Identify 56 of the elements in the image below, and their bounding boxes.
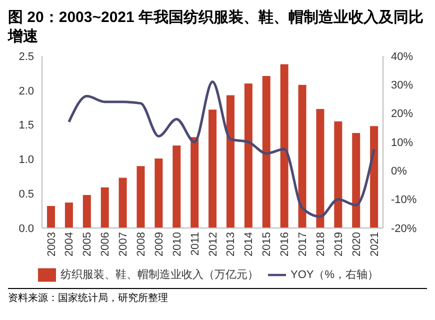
y-tick-label: 1.5 [18, 120, 34, 132]
y2-tick-label: 20% [391, 108, 414, 120]
bar [64, 202, 73, 228]
y2-tick-label: -20% [391, 222, 417, 235]
chart-title: 图 20：2003~2021 年我国纺织服装、鞋、帽制造业收入及同比增速 [8, 8, 425, 46]
x-tick-label: 2006 [100, 232, 112, 256]
y-tick-label: 0.5 [18, 188, 34, 201]
bar [208, 110, 217, 228]
bar [298, 84, 306, 228]
x-tick-label: 2004 [64, 232, 76, 256]
bar [244, 84, 252, 228]
legend-label: 纺织服装、鞋、帽制造业收入（万亿元） [60, 268, 258, 281]
x-tick-label: 2016 [279, 232, 292, 256]
x-tick-label: 2015 [261, 232, 274, 256]
bar [352, 133, 360, 228]
y2-tick-label: 30% [391, 80, 414, 92]
y2-tick-label: -10% [391, 194, 417, 206]
bar [226, 95, 234, 228]
bar [154, 158, 163, 228]
bar [118, 178, 127, 228]
bar [316, 108, 324, 228]
bar [262, 76, 270, 228]
x-tick-label: 2013 [225, 232, 238, 256]
x-tick-label: 2017 [297, 232, 310, 256]
x-tick-label: 2021 [368, 232, 381, 256]
legend-label: YOY（%，右轴） [290, 268, 378, 281]
bar [172, 145, 181, 228]
y-tick-label: 1.0 [18, 154, 34, 166]
x-tick-label: 2010 [171, 232, 184, 256]
y-tick-label: 2.0 [18, 85, 34, 98]
text: 资料来源：国家统计局，研究所整理 [8, 291, 427, 305]
y2-tick-label: 0% [391, 166, 408, 178]
x-tick-label: 2012 [207, 232, 220, 256]
bar [82, 194, 91, 228]
y-tick-label: 2.5 [18, 50, 34, 63]
x-tick-label: 2020 [350, 232, 363, 256]
x-tick-label: 2014 [243, 232, 256, 256]
x-tick-label: 2018 [314, 232, 327, 256]
y2-tick-label: 40% [391, 50, 414, 63]
bar [370, 126, 378, 228]
bar [280, 64, 288, 228]
x-tick-label: 2003 [46, 232, 58, 256]
line-series [68, 80, 376, 218]
y2-tick-label: 10% [391, 136, 414, 149]
x-tick-label: 2005 [82, 232, 94, 256]
bar [136, 166, 145, 228]
x-tick-label: 2019 [332, 232, 345, 256]
bar [334, 121, 342, 228]
bar [47, 206, 55, 228]
x-tick-label: 2011 [189, 232, 202, 256]
bar [100, 187, 109, 228]
x-tick-label: 2009 [153, 232, 166, 256]
bar [190, 137, 199, 228]
x-tick-label: 2008 [136, 232, 148, 256]
x-tick-label: 2007 [118, 232, 130, 256]
y-tick-label: 0.0 [18, 222, 34, 235]
